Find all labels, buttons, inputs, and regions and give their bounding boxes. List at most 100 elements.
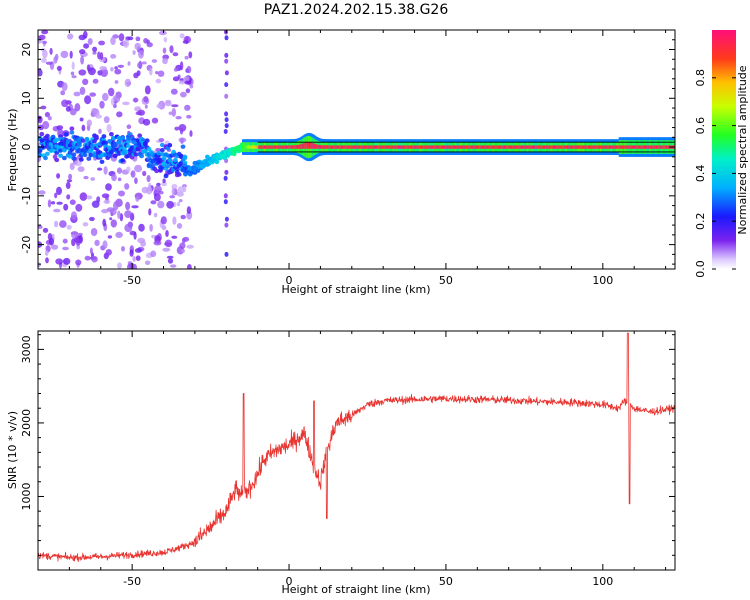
spectrogram-cell bbox=[184, 104, 191, 111]
spectrogram-cell bbox=[54, 220, 59, 228]
spectrogram-cell bbox=[156, 103, 162, 109]
spectrogram-cell bbox=[84, 255, 91, 261]
spectrogram-cell bbox=[41, 57, 47, 63]
spectrogram-cell bbox=[84, 136, 90, 142]
spectrogram-cell bbox=[110, 67, 114, 72]
spectrogram-cell bbox=[116, 167, 123, 174]
spectrogram-cell bbox=[224, 93, 229, 99]
spectrogram-cell bbox=[94, 239, 100, 247]
spectrogram-cell bbox=[51, 244, 59, 250]
snr-marks bbox=[38, 332, 675, 562]
spectrogram-cell bbox=[224, 117, 229, 123]
snr-frame bbox=[37, 330, 676, 571]
spectrogram-cell bbox=[184, 80, 192, 85]
spectrogram-cell bbox=[124, 223, 133, 233]
spectrogram-cell bbox=[47, 199, 52, 208]
snr-y-tick-label: 3000 bbox=[20, 335, 33, 363]
spectrogram-cell bbox=[74, 103, 81, 112]
colorbar-tick-label: 0.4 bbox=[694, 165, 707, 183]
spectrogram-cell bbox=[168, 111, 173, 116]
spectrogram-cell bbox=[69, 162, 75, 171]
spectrogram-cell bbox=[54, 137, 60, 142]
spectrogram-cell bbox=[98, 128, 102, 134]
spectrogram-cell bbox=[44, 111, 51, 118]
spectrogram-cell bbox=[127, 151, 133, 156]
spectrogram-cell bbox=[112, 141, 118, 147]
spectrogram-cell bbox=[86, 156, 92, 161]
spectrogram-cell bbox=[66, 224, 72, 230]
spectrogram-cell bbox=[103, 116, 110, 124]
spectrogram-y-tick-label: 0 bbox=[20, 144, 33, 151]
spectrogram-cell bbox=[163, 36, 168, 43]
colorbar-tick-label: 0.8 bbox=[694, 69, 707, 87]
spectrogram-cell bbox=[176, 223, 183, 229]
spectrogram-cell bbox=[109, 217, 113, 221]
spectrogram-cell bbox=[67, 33, 74, 40]
spectrogram-cell bbox=[159, 142, 165, 148]
spectrogram-cell bbox=[178, 154, 184, 159]
spectrogram-cell bbox=[149, 224, 153, 232]
spectrogram-cell bbox=[180, 91, 187, 98]
spectrogram-cell bbox=[179, 33, 185, 39]
spectrogram-cell bbox=[83, 43, 90, 49]
spectrogram-cell bbox=[224, 111, 229, 117]
spectrogram-cell bbox=[56, 186, 62, 196]
spectrogram-cell bbox=[165, 163, 171, 169]
spectrogram-cell bbox=[154, 168, 160, 174]
spectrogram-cell bbox=[108, 87, 115, 97]
spectrogram-cell bbox=[138, 223, 145, 232]
spectrogram-cell bbox=[154, 193, 161, 202]
spectrogram-cell bbox=[135, 111, 142, 116]
spectrogram-cell bbox=[62, 257, 71, 265]
spectrogram-cell bbox=[103, 199, 111, 204]
spectrogram-cell bbox=[55, 258, 63, 265]
spectrogram-cell bbox=[41, 30, 49, 35]
spectrogram-cell bbox=[77, 232, 83, 236]
spectrogram-cell bbox=[113, 95, 121, 103]
spectrogram-cell bbox=[78, 157, 84, 162]
spectrogram-cell bbox=[143, 96, 149, 103]
spectrogram-cell bbox=[130, 170, 136, 178]
spectrogram-cell bbox=[132, 256, 136, 262]
spectrogram-cell bbox=[151, 117, 159, 124]
colorbar-ticks: 0.0 0.2 0.4 0.6 0.8 bbox=[694, 69, 736, 278]
spectrogram-cell bbox=[146, 175, 151, 183]
spectrogram-cell bbox=[112, 153, 118, 158]
spectrogram-cell bbox=[146, 163, 152, 169]
spectrogram-cell bbox=[97, 167, 103, 171]
spectrogram-cell bbox=[188, 51, 193, 59]
spectrogram-cell bbox=[186, 114, 192, 119]
spectrogram-cell bbox=[79, 117, 84, 122]
spectrogram-cell bbox=[224, 58, 229, 64]
spectrogram-cell bbox=[114, 68, 122, 75]
spectrogram-cell bbox=[171, 108, 176, 117]
spectrogram-cell bbox=[124, 149, 129, 154]
spectrogram-cell bbox=[224, 52, 229, 58]
spectrogram-cell bbox=[157, 200, 165, 209]
spectrogram-cell bbox=[49, 47, 53, 55]
spectrogram-cell bbox=[154, 185, 162, 193]
spectrogram-cell bbox=[120, 136, 126, 141]
spectrogram-cell bbox=[100, 68, 108, 77]
spectrogram-cell bbox=[129, 249, 134, 257]
spectrogram-cell bbox=[121, 246, 125, 252]
spectrogram-cell bbox=[62, 155, 67, 161]
snr-x-tick-label: -50 bbox=[123, 575, 141, 588]
spectrogram-cell bbox=[45, 61, 53, 65]
spectrogram-cell bbox=[149, 67, 153, 76]
spectrogram-cell bbox=[71, 152, 77, 157]
spectrogram-cell bbox=[69, 126, 75, 131]
spectrogram-cell bbox=[45, 151, 50, 156]
spectrogram-cell bbox=[223, 193, 228, 199]
figure-title: PAZ1.2024.202.15.38.G26 bbox=[264, 2, 449, 18]
spectrogram-y-tick-label: 20 bbox=[20, 43, 33, 57]
spectrogram-cell bbox=[174, 126, 180, 131]
spectrogram-cell bbox=[171, 235, 178, 239]
spectrogram-cell bbox=[66, 194, 71, 200]
spectrogram-x-tick-label: 50 bbox=[439, 274, 453, 287]
spectrogram-cell bbox=[79, 192, 88, 201]
spectrogram-cell bbox=[135, 255, 141, 261]
spectrogram-cell bbox=[195, 168, 201, 173]
spectrogram-cell bbox=[172, 216, 177, 225]
spectrogram-cell bbox=[116, 151, 122, 156]
